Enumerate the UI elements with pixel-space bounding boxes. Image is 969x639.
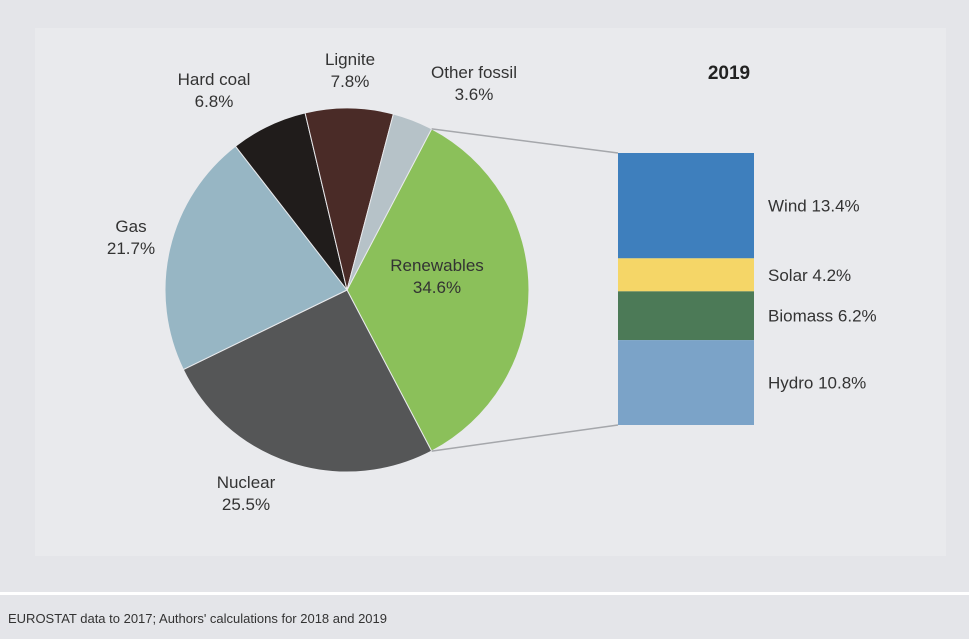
- slice-label-hard-coal: Hard coal: [178, 70, 251, 89]
- slice-label-nuclear: Nuclear: [217, 473, 276, 492]
- slice-value-nuclear: 25.5%: [222, 495, 270, 514]
- footer: EUROSTAT data to 2017; Authors' calculat…: [0, 595, 969, 639]
- chart-title: 2019: [708, 63, 750, 84]
- bar-segment-solar: [618, 258, 754, 292]
- pie-slice-gas: [164, 145, 348, 371]
- pie-chart: Wind 13.4% Solar 4.2% Biomass 6.2% Hydro 10…: [107, 50, 877, 514]
- pie-slice-renewables: [346, 128, 530, 452]
- divider: [0, 592, 969, 595]
- slice-label-renewables: Renewables: [390, 256, 484, 275]
- bar-label-biomass: Biomass 6.2%: [768, 307, 877, 326]
- slice-label-gas: Gas: [115, 217, 146, 236]
- slice-value-gas: 21.7%: [107, 239, 155, 258]
- bar-segment-biomass: [618, 291, 754, 341]
- bar-label-hydro: Hydro 10.8%: [768, 374, 866, 393]
- connector-line-top: [431, 128, 619, 154]
- slice-value-renewables: 34.6%: [413, 278, 461, 297]
- slice-value-hard-coal: 6.8%: [195, 92, 234, 111]
- bar-label-wind: Wind 13.4%: [768, 197, 860, 216]
- slice-label-other-fossil: Other fossil: [431, 63, 517, 82]
- bar-label-solar: Solar 4.2%: [768, 266, 851, 285]
- slice-value-lignite: 7.8%: [331, 72, 370, 91]
- pie-slice-nuclear: [182, 289, 433, 473]
- slice-value-other-fossil: 3.6%: [455, 85, 494, 104]
- chart-panel: Wind 13.4% Solar 4.2% Biomass 6.2% Hydro 10…: [106, 50, 877, 514]
- bar-segment-wind: [618, 153, 754, 259]
- pie-slice-other-fossil: [346, 113, 433, 291]
- slice-label-lignite: Lignite: [325, 50, 375, 69]
- bar-segment-hydro: [618, 340, 754, 425]
- connector-line-bottom: [431, 424, 619, 452]
- source-note: EUROSTAT data to 2017; Authors' calculat…: [8, 611, 387, 626]
